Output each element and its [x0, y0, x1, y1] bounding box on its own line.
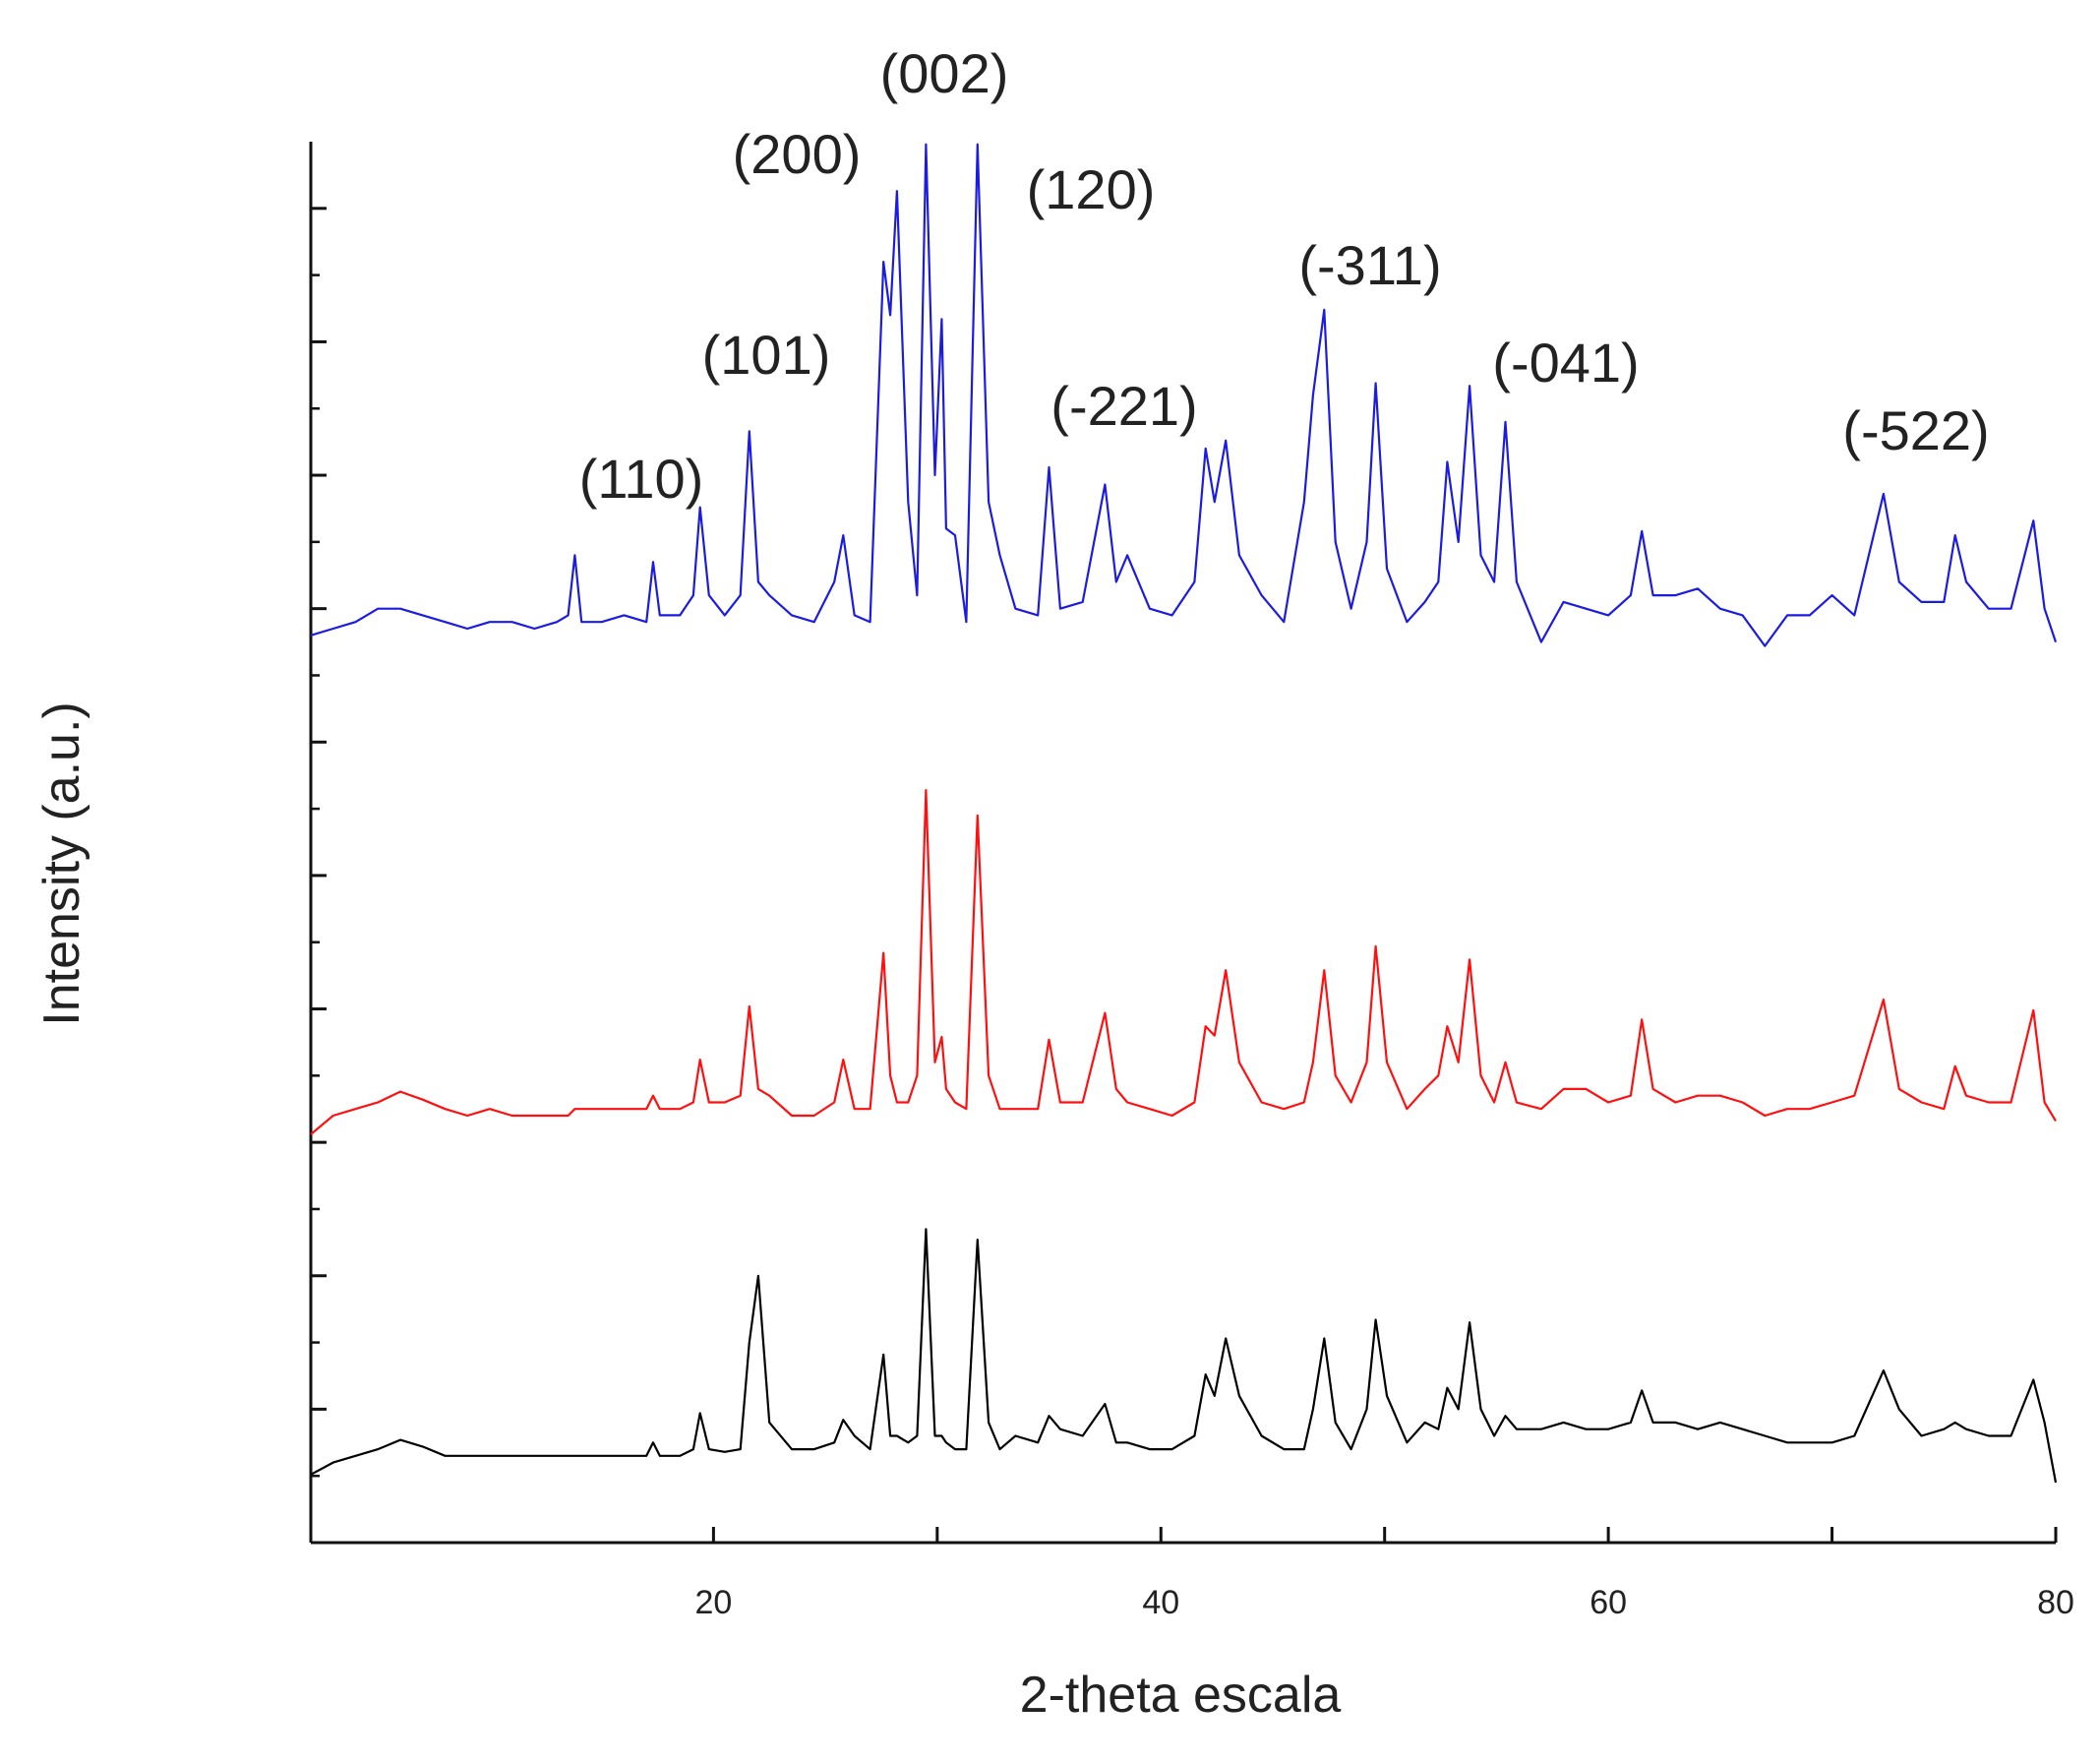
- y-axis-title: Intensity (a.u.): [33, 701, 90, 1025]
- peak-annotation: (110): [579, 448, 704, 510]
- peak-annotation: (120): [1027, 158, 1156, 220]
- peak-annotation: (-522): [1842, 399, 1989, 461]
- peak-annotation: (002): [880, 42, 1009, 104]
- peak-annotation: (-041): [1492, 332, 1639, 394]
- series-line: [310, 789, 2057, 1135]
- peak-annotation: (-311): [1298, 234, 1441, 296]
- x-tick-label: 20: [694, 1584, 732, 1621]
- series-line: [310, 143, 2058, 647]
- peak-annotation: (-221): [1050, 375, 1197, 437]
- x-axis-title: 2-theta escala: [1020, 1667, 1342, 1724]
- x-tick-label: 60: [1590, 1584, 1627, 1621]
- x-tick-label: 40: [1142, 1584, 1179, 1621]
- x-tick-label: 80: [2037, 1584, 2074, 1621]
- peak-annotation: (101): [702, 324, 831, 386]
- series-line: [310, 1228, 2058, 1484]
- peak-annotation: (200): [733, 123, 862, 185]
